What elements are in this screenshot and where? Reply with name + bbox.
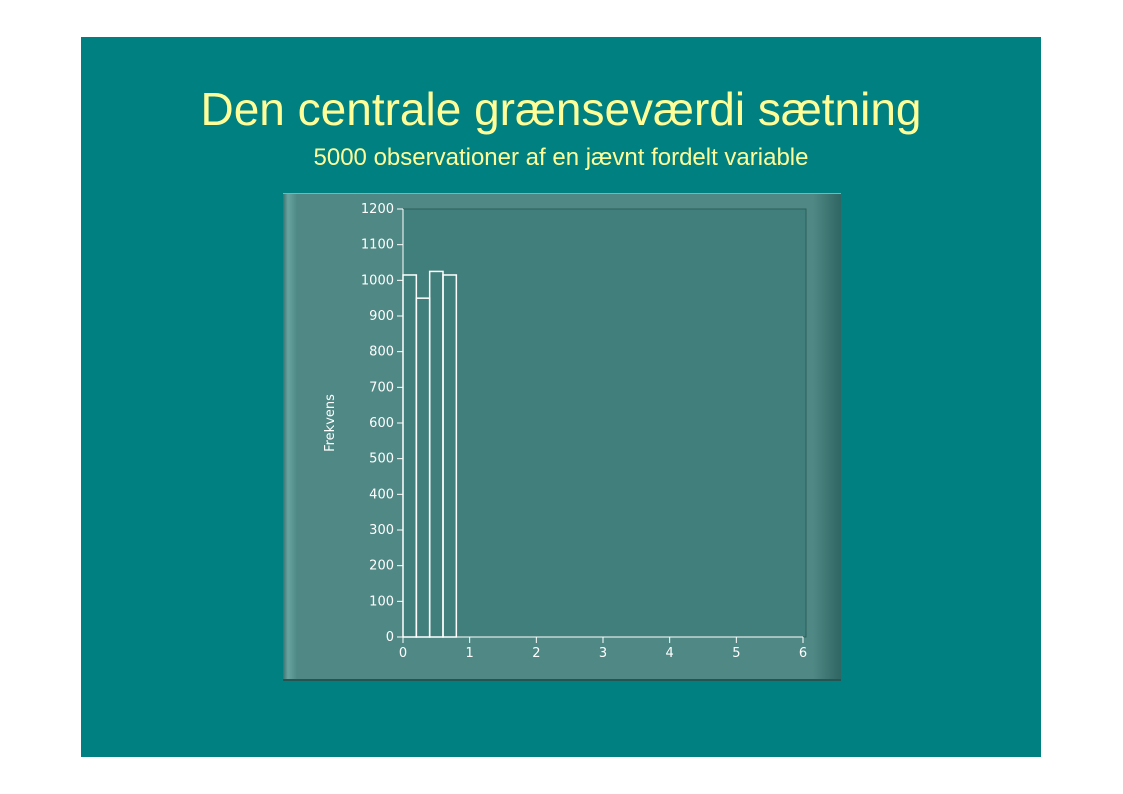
histogram-chart: 0100200300400500600700800900100011001200… — [323, 202, 807, 661]
y-axis: 0 100 200 300 400 500 600 700 800 900 1000 1100 1200 — [361, 202, 404, 645]
x-tick-label: 6 — [799, 646, 807, 661]
y-tick-label: 100 — [369, 594, 394, 609]
x-tick-label: 1 — [466, 646, 474, 661]
x-tick-label: 2 — [532, 646, 540, 661]
y-tick-label: 400 — [369, 487, 394, 502]
slide-subtitle: 5000 observationer af en jævnt fordelt v… — [313, 144, 809, 171]
x-tick-label: 0 — [399, 646, 407, 661]
x-tick-label: 5 — [732, 646, 740, 661]
y-axis-title: Frekvens — [323, 394, 338, 452]
x-tick-label: 4 — [666, 646, 674, 661]
y-tick-label: 900 — [369, 309, 394, 324]
slide: Den centrale grænseværdi sætning 5000 ob… — [81, 37, 1041, 757]
slide-title: Den centrale grænseværdi sætning — [200, 83, 922, 135]
plot-area — [402, 208, 807, 638]
y-tick-label: 500 — [369, 452, 394, 467]
y-tick-label: 600 — [369, 416, 394, 431]
y-tick-label: 1100 — [361, 238, 394, 253]
y-tick-label: 300 — [369, 523, 394, 538]
y-tick-label: 700 — [369, 380, 394, 395]
y-tick-label: 0 — [386, 630, 394, 645]
x-tick-label: 3 — [599, 646, 607, 661]
y-tick-label: 1000 — [361, 273, 394, 288]
y-tick-label: 800 — [369, 345, 394, 360]
histogram-bar — [442, 274, 458, 638]
y-tick-label: 1200 — [361, 202, 394, 217]
histogram-panel: 0 100 200 300 400 500 600 700 800 900 1000 1100 1200… — [283, 193, 841, 681]
y-tick-label: 200 — [369, 559, 394, 574]
x-axis: 0 1 2 3 4 5 6 — [399, 636, 807, 661]
bars — [402, 270, 458, 638]
